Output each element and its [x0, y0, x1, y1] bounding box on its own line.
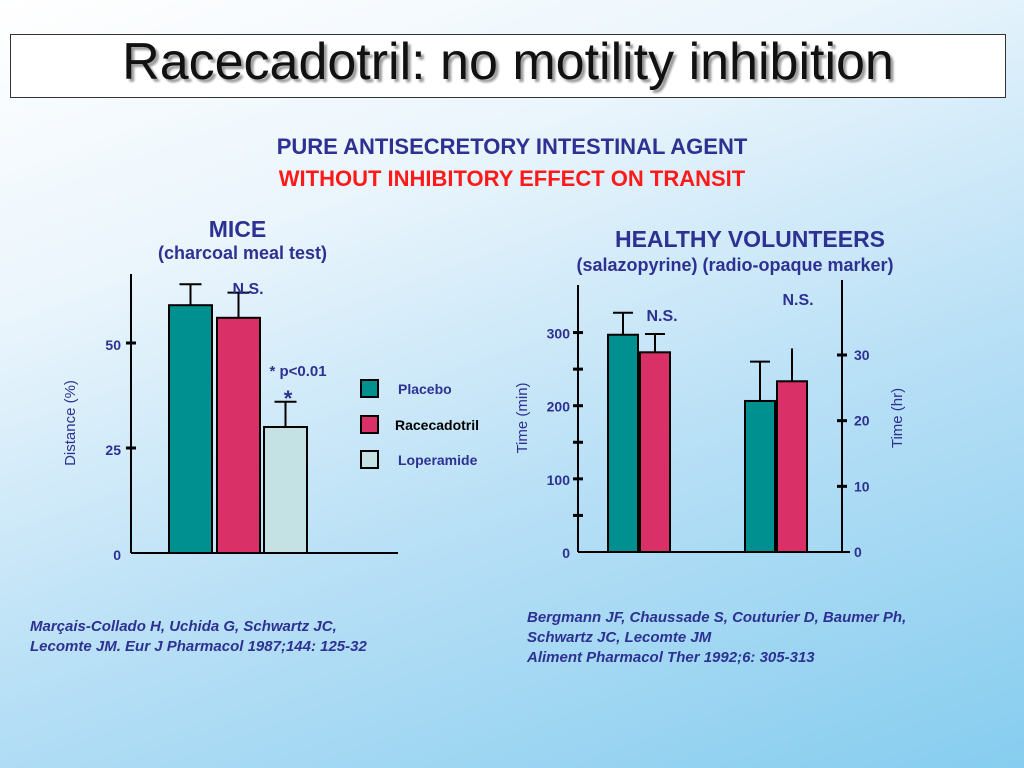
legend-swatch	[360, 379, 379, 398]
volunteers-annotation-ns: N.S.	[782, 292, 813, 309]
volunteers-reference: Bergmann JF, Chaussade S, Couturier D, B…	[527, 609, 907, 666]
mice-y-axis-label: Distance (%)	[62, 380, 79, 466]
legend-swatch	[360, 415, 379, 434]
mice-annotation-star: *	[284, 386, 293, 411]
volunteers-bar	[607, 333, 639, 553]
subtitle-line1: PURE ANTISECRETORY INTESTINAL AGENT	[276, 134, 748, 159]
volunteers-bar	[776, 380, 808, 553]
mice-subheading: (charcoal meal test)	[157, 243, 328, 263]
mice-reference: Marçais-Collado H, Uchida G, Schwartz JC…	[30, 618, 367, 655]
mice-annotation-ns: N.S.	[232, 281, 263, 298]
volunteers-left-axis-label: Time (min)	[514, 382, 531, 453]
volunteers-bar	[639, 351, 671, 554]
volunteers-right-tick-label: 0	[854, 544, 862, 560]
mice-annotation-p: * p<0.01	[269, 363, 326, 380]
volunteers-left-tick-label: 100	[547, 472, 571, 488]
mice-bar	[263, 426, 308, 554]
mice-y-tick-label: 50	[105, 337, 121, 353]
volunteers-bar	[744, 399, 776, 554]
volunteers-left-tick-label: 300	[547, 326, 571, 342]
volunteers-right-tick-label: 30	[854, 347, 870, 363]
volunteers-subheading: (salazopyrine) (radio-opaque marker)	[576, 255, 894, 275]
volunteers-annotation-ns: N.S.	[646, 308, 677, 325]
volunteers-right-axis-label: Time (hr)	[889, 388, 906, 448]
volunteers-right-tick-label: 10	[854, 478, 870, 494]
subtitle-line2: WITHOUT INHIBITORY EFFECT ON TRANSIT	[278, 166, 746, 191]
mice-bar	[216, 316, 261, 554]
slide-title: Racecadotril: no motility inhibition	[122, 33, 894, 91]
mice-bar	[168, 304, 213, 555]
mice-y-tick-label: 0	[113, 547, 121, 563]
title-box: Racecadotril: no motility inhibition	[10, 33, 1006, 98]
legend-label: Placebo	[398, 381, 452, 397]
volunteers-heading: HEALTHY VOLUNTEERS	[614, 226, 886, 252]
volunteers-left-tick-label: 200	[547, 399, 571, 415]
mice-heading: MICE	[208, 216, 267, 242]
legend-swatch	[360, 450, 379, 469]
volunteers-right-tick-label: 20	[854, 413, 870, 429]
legend-label: Loperamide	[398, 452, 478, 468]
legend-label: Racecadotril	[395, 417, 479, 433]
volunteers-left-tick-label: 0	[562, 545, 570, 561]
mice-y-tick-label: 25	[105, 442, 121, 458]
